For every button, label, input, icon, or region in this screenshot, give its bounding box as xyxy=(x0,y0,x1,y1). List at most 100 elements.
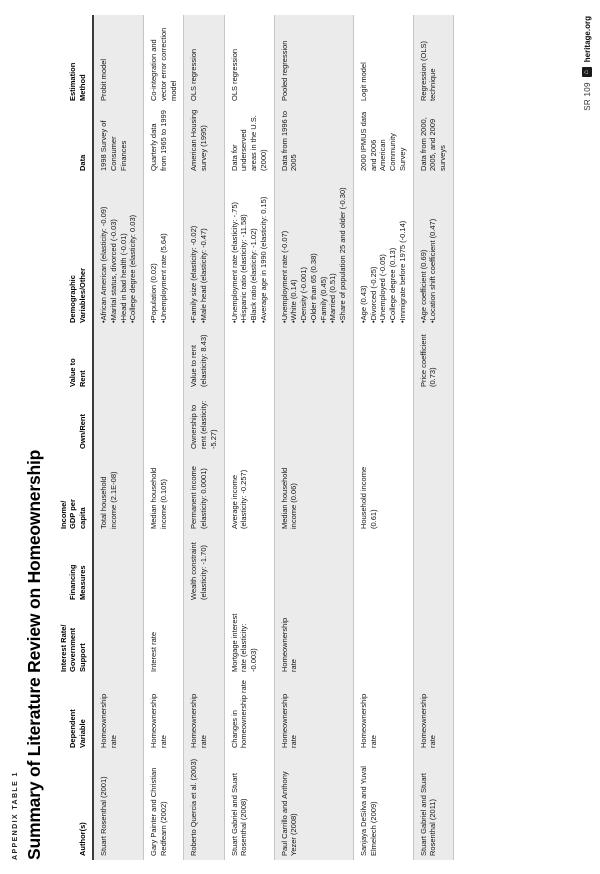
demographics-cell: Age coefficient (0.69)Location shift coe… xyxy=(413,175,453,327)
report-id: SR 109 xyxy=(582,82,592,111)
demographic-bullet-item: Unemployment rate (5.64) xyxy=(159,179,169,323)
income-cell: Total household income (2.1E-08) xyxy=(99,471,118,529)
estimation-method-cell: Co-integration and vector error correcti… xyxy=(149,27,178,101)
col-header-demographics: Demographic Variables/Other xyxy=(57,175,94,327)
value-to-rent-cell xyxy=(274,327,353,391)
demographic-bullet-item: Population (0.02) xyxy=(149,179,159,323)
interest-rate-cell: Homeownership rate xyxy=(279,617,299,672)
table-row: Stuart Gabriel and Stuart Rosenthal (201… xyxy=(413,15,454,860)
demographic-bullet-item: Density (-0.001) xyxy=(299,179,309,323)
income-cell: Permanent income (elasticity: 0.0001) xyxy=(189,466,209,529)
demographic-bullet-item: Unemployed (-0.05) xyxy=(378,179,388,323)
value-to-rent-cell: Price coefficient (0.73) xyxy=(418,334,438,387)
demographics-cell: African American (elasticity: -0.09)Mari… xyxy=(93,175,144,327)
demographic-bullet-item: College degree (elasticity: 0.03) xyxy=(128,179,138,323)
author-cell: Paul Carrillo and Anthony Yezer (2008) xyxy=(279,771,299,856)
own-rent-cell: Ownership to rent (elasticity: -5.27) xyxy=(189,400,218,449)
financing-measures-cell xyxy=(413,533,453,604)
table-row: Stuart Rosenthal (2001) Homeownership rat… xyxy=(93,15,144,860)
data-cell: Quarterly data from 1965 to 1999 xyxy=(149,110,168,171)
estimation-method-cell: OLS regression xyxy=(229,48,239,101)
demographic-bullet-item: Age coefficient (0.69) xyxy=(419,179,429,323)
author-cell: Stuart Rosenthal (2001) xyxy=(99,776,109,856)
data-cell: Data from 1996 to 2005 xyxy=(279,110,299,171)
col-header-income: Income/ GDP per capita xyxy=(57,453,94,533)
page-title: Summary of Literature Review on Homeowne… xyxy=(24,449,44,860)
page-footer: SR 109 ⌂ heritage.org xyxy=(582,16,592,111)
table-row: Stuart Gabriel and Stuart Rosenthal (200… xyxy=(224,15,275,860)
col-header-financing-measures: Financing Measures xyxy=(57,533,94,604)
table-row: Roberto Quercia et al. (2003) Homeownersh… xyxy=(183,15,225,860)
own-rent-cell xyxy=(353,391,413,453)
data-cell: 1998 Survey of Consumer Finances xyxy=(99,120,128,171)
interest-rate-cell xyxy=(413,604,453,676)
demographic-bullet-item: Age (0.43) xyxy=(359,179,369,323)
col-header-value-to-rent: Value to Rent xyxy=(57,327,94,391)
col-header-data: Data xyxy=(57,105,94,175)
demographic-bullet-item: Immigrate before 1975 (-0.14) xyxy=(398,179,408,323)
table-row: Paul Carrillo and Anthony Yezer (2008) Ho… xyxy=(274,15,354,860)
income-cell: Median household income (0.105) xyxy=(149,467,168,529)
demographic-bullet-item: Location shift coefficient (0.47) xyxy=(428,179,438,323)
value-to-rent-cell xyxy=(353,327,413,391)
data-cell: 2000 IPMUS data and 2006 American Commun… xyxy=(358,111,407,171)
author-cell: Gary Painter and Christian Redfearn (200… xyxy=(149,767,168,856)
demographics-cell: Age (0.43)Divorced (-0.25)Unemployed (-0… xyxy=(353,175,413,327)
demographic-bullet-item: Older than 65 (0.38) xyxy=(309,179,319,323)
demographic-bullet-item: White (0.14) xyxy=(289,179,299,323)
financing-measures-cell xyxy=(224,533,274,604)
estimation-method-cell: Probit model xyxy=(99,58,109,101)
income-cell: Median household income (0.06) xyxy=(279,467,299,529)
income-cell: Average income (elasticity: -0.257) xyxy=(229,469,249,529)
interest-rate-cell: Interest rate xyxy=(149,631,159,672)
interest-rate-cell xyxy=(93,604,144,676)
estimation-method-cell: Pooled regression xyxy=(279,40,289,101)
col-header-authors: Author(s) xyxy=(57,752,94,860)
dependent-variable-cell: Homeownership rate xyxy=(358,693,378,748)
interest-rate-cell: Mortgage interest rate (elasticity: -0.0… xyxy=(229,613,259,672)
table-body: Stuart Rosenthal (2001) Homeownership rat… xyxy=(93,15,454,860)
author-cell: Sanjaya DeSilva and Yuval Elmelech (2009… xyxy=(358,766,378,856)
own-rent-cell xyxy=(413,391,453,453)
demographics-cell: Family size (elasticity: -0.02)Male head… xyxy=(184,175,224,327)
demographic-bullet-item: Unemployment rate (-0.07) xyxy=(280,179,290,323)
demographic-bullet-item: African American (elasticity: -0.09) xyxy=(99,179,109,323)
own-rent-cell xyxy=(93,391,144,453)
demographic-bullet-item: College degree (0.13) xyxy=(388,179,398,323)
estimation-method-cell: Regression (OLS) technique xyxy=(418,40,438,101)
demographic-bullet-item: Share of population 25 and older (-0.30) xyxy=(338,179,348,323)
footer-site-text: heritage.org xyxy=(582,16,592,63)
dependent-variable-cell: Changes in homeownership rate xyxy=(229,680,249,748)
demographic-bullet-item: Male head (elasticity: -0.47) xyxy=(199,179,209,323)
demographic-bullet-item: Black ratio (elasticity: -1.02) xyxy=(249,179,259,323)
income-cell xyxy=(413,453,453,533)
author-cell: Stuart Gabriel and Stuart Rosenthal (201… xyxy=(418,773,438,856)
data-cell: American Housing survey (1995) xyxy=(189,109,209,171)
data-cell: Data from 2000, 2005, and 2009 surveys xyxy=(418,117,448,171)
dependent-variable-cell: Homeownership rate xyxy=(418,693,438,748)
estimation-method-cell: OLS regression xyxy=(189,48,199,101)
demographic-bullet-item: Unemployment rate (elasticity: -.75) xyxy=(230,179,240,323)
table-header-row: Author(s) Dependent Variable Interest Ra… xyxy=(57,15,94,860)
demographic-bullet-item: Married (0.51) xyxy=(328,179,338,323)
demographic-bullet-item: Marital status, divorced (-0.03) xyxy=(109,179,119,323)
heritage-house-icon: ⌂ xyxy=(582,67,592,78)
col-header-own-rent: Own/Rent xyxy=(57,391,94,453)
financing-measures-cell xyxy=(353,533,413,604)
author-cell: Roberto Quercia et al. (2003) xyxy=(189,758,199,856)
dependent-variable-cell: Homeownership rate xyxy=(99,693,118,748)
dependent-variable-cell: Homeownership rate xyxy=(189,693,209,748)
demographics-cell: Population (0.02)Unemployment rate (5.64… xyxy=(144,175,184,327)
col-header-interest-rate: Interest Rate/ Government Support xyxy=(57,604,94,676)
demographic-bullet-item: Hispanic ratio (elasticity: -11.58) xyxy=(239,179,249,323)
value-to-rent-cell xyxy=(93,327,144,391)
demographic-bullet-item: Family size (elasticity: -0.02) xyxy=(189,179,199,323)
col-header-estimation-method: Estimation Method xyxy=(57,15,94,105)
dependent-variable-cell: Homeownership rate xyxy=(279,693,299,748)
own-rent-cell xyxy=(274,391,353,453)
dependent-variable-cell: Homeownership rate xyxy=(149,693,168,748)
own-rent-cell xyxy=(144,391,184,453)
value-to-rent-cell: Value to rent (elasticity: 8.43) xyxy=(189,334,209,387)
literature-review-table: Author(s) Dependent Variable Interest Ra… xyxy=(57,15,454,860)
